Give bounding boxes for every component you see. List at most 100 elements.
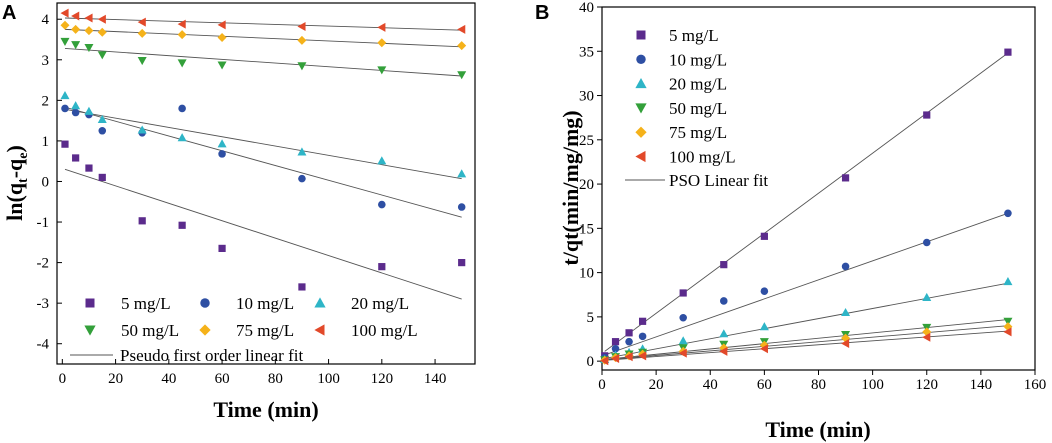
panel-b-data-point [638, 317, 647, 325]
panel-a-legend-symbol [199, 324, 211, 336]
panel-a-data-point [98, 173, 106, 182]
panel-a-data-point [98, 126, 107, 135]
panel-b-y-tick-label: 0 [587, 354, 595, 370]
panel-b-fit-line [604, 319, 1008, 360]
panel-a-fit-lines [64, 17, 462, 300]
panel-a-data-point [297, 147, 307, 156]
panel-a-data-point [177, 19, 186, 29]
panel-b-x-axis-title: Time (min) [765, 417, 870, 442]
panel-a-x-tick-label: 140 [424, 371, 447, 387]
panel-a-data-point [97, 114, 107, 124]
panel-a-data-point [458, 258, 466, 267]
panel-a-x-tick-label: 100 [317, 371, 340, 387]
panel-b: B 0 20 40 60 80 100 120 140 160 0 5 10 15 20 25 30 35 40… [535, 0, 1046, 442]
panel-a-fit-line [64, 47, 462, 77]
panel-b-legend-label: 5 mg/L [669, 26, 719, 45]
panel-a-data-point [137, 56, 147, 66]
panel-b-data-point [922, 238, 931, 247]
panel-a-legend-fit-label: Pseudo first order linear fit [120, 346, 303, 365]
panel-a-x-tick-label: 20 [108, 371, 123, 387]
panel-a-y-axis-title: ln(qt-qe) [2, 145, 31, 221]
panel-b-data-point [759, 322, 769, 331]
panel-a-data-point [61, 104, 69, 113]
panel-b-y-tick-label: 20 [579, 177, 594, 193]
panel-a-data-point [457, 24, 466, 34]
panel-a-data-point [137, 125, 147, 134]
panel-a-data-point [177, 59, 187, 68]
panel-a-data-point [72, 154, 80, 162]
panel-a-data-point [378, 200, 386, 209]
panel-a-data-point [178, 104, 186, 113]
panel-a-legend-label: 75 mg/L [236, 321, 294, 340]
panel-a-y-ticks: -4 -3 -2 -1 0 1 2 3 4 [37, 12, 62, 353]
panel-b-data-point [624, 352, 633, 362]
panel-a-legend-label: 20 mg/L [351, 294, 409, 313]
panel-a-data-point [97, 51, 107, 60]
panel-a-data-point [217, 139, 227, 148]
panel-a-data-point [178, 221, 186, 229]
panel-a-points [60, 8, 467, 291]
panel-b-data-point [841, 338, 850, 348]
panel-a-legend-symbol [85, 298, 95, 308]
panel-b-x-tick-label: 160 [1024, 377, 1047, 393]
panel-a-data-point [298, 174, 306, 183]
panel-a-data-point [297, 62, 307, 71]
panel-b-y-ticks: 0 5 10 15 20 25 30 35 40 [579, 0, 602, 370]
panel-b-legend-label: 75 mg/L [669, 123, 727, 142]
panel-a-x-ticks: 0 20 40 60 80 100 120 140 [59, 359, 447, 387]
panel-b-y-tick-label: 40 [579, 0, 594, 16]
panel-b-points [600, 48, 1013, 366]
panel-a-fit-line [64, 106, 462, 218]
panel-a-data-point [377, 156, 387, 165]
panel-b-legend-label: 50 mg/L [669, 99, 727, 118]
panel-b-data-point [841, 307, 851, 317]
panel-b-data-point [1003, 317, 1013, 326]
panel-a-x-tick-label: 0 [59, 371, 67, 387]
panel-a-data-point [457, 41, 467, 51]
panel-a-fit-line [64, 17, 462, 31]
panel-a-y-tick-label: -1 [37, 215, 50, 231]
panel-b-x-tick-label: 20 [649, 377, 664, 393]
panel-b-y-tick-label: 35 [579, 44, 594, 60]
panel-a-data-point [60, 20, 70, 30]
panel-b-x-ticks: 0 20 40 60 80 100 120 140 160 [598, 370, 1046, 393]
panel-a-data-point [60, 90, 70, 100]
panel-a-data-point [71, 101, 81, 110]
panel-b-data-point [638, 351, 647, 361]
panel-a-data-point [97, 14, 106, 24]
panel-b-fit-line [604, 52, 1009, 352]
panel-a-data-point [71, 41, 81, 50]
panel-b-legend-label: 10 mg/L [669, 50, 727, 69]
panel-b-x-tick-label: 80 [811, 377, 826, 393]
panel-b-legend-label: 20 mg/L [669, 75, 727, 94]
panel-a-data-point [457, 169, 467, 178]
panel-b-x-tick-label: 0 [598, 377, 606, 393]
panel-a-data-point [84, 26, 94, 36]
panel-a-legend-symbol [314, 324, 325, 336]
panel-a-data-point [71, 108, 80, 117]
panel-a-x-axis-title: Time (min) [213, 397, 318, 422]
panel-b-x-tick-label: 140 [970, 377, 993, 393]
panel-a-legend-label: 5 mg/L [121, 294, 171, 313]
panel-a-data-point [137, 28, 147, 38]
panel-a-data-point [84, 13, 93, 23]
panel-a-data-point [457, 203, 466, 211]
panel-b-x-tick-label: 40 [703, 377, 718, 393]
panel-a-legend-label: 50 mg/L [121, 321, 179, 340]
panel-b-fit-line [604, 282, 1009, 359]
panel-a-legend-symbol [84, 325, 96, 336]
panel-a-data-point [297, 22, 306, 32]
panel-a-data-point [377, 66, 387, 75]
panel-b-data-point [1004, 209, 1012, 218]
panel-b-data-point [600, 356, 609, 366]
panel-b-y-tick-label: 15 [579, 221, 594, 237]
panel-a-data-point [71, 11, 80, 21]
panel-a-legend-symbol [314, 297, 326, 308]
panel-a: A 0 20 40 60 80 100 120 140 -4 -3 -2 -1 0 1 2 3 4 5 mg/… [2, 2, 476, 422]
panel-b-data-point [719, 346, 728, 356]
panel-b-data-point [1003, 276, 1013, 286]
panel-b-legend-label: 100 mg/L [669, 148, 736, 167]
panel-b-data-point [760, 232, 768, 240]
panel-b-frame [601, 6, 1036, 371]
panel-b-data-point [625, 337, 633, 346]
